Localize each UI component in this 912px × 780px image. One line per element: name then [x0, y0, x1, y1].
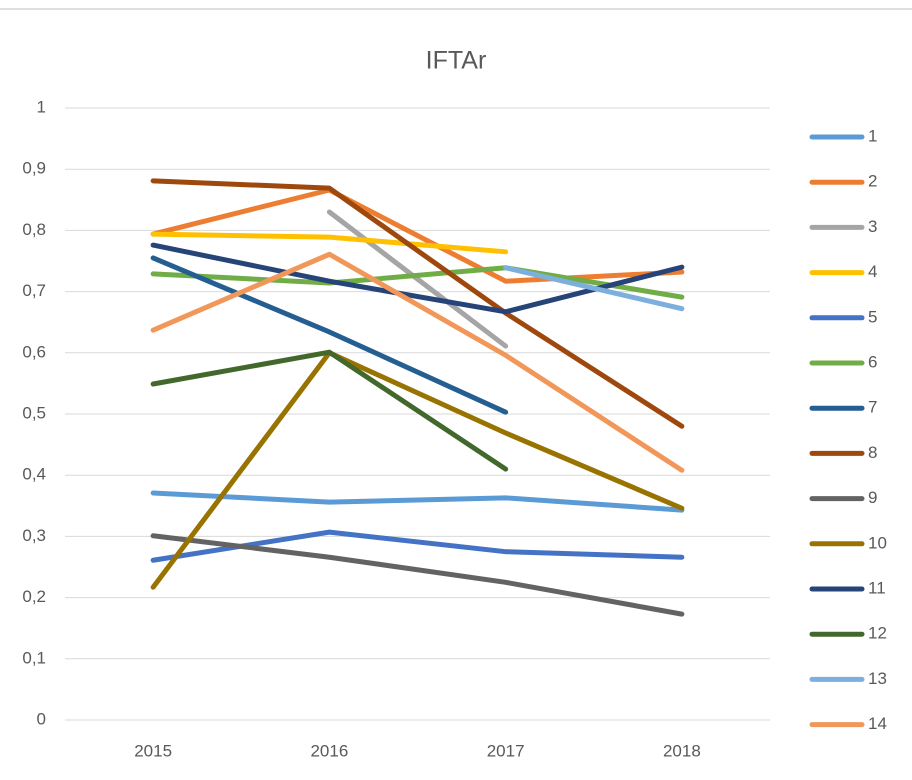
- y-tick-label: 0,6: [22, 342, 46, 361]
- series-line: [150, 265, 685, 300]
- series-line: [326, 209, 509, 349]
- series-line: [150, 490, 685, 513]
- legend-label: 3: [868, 217, 877, 236]
- legend-label: 2: [868, 172, 877, 191]
- legend-label: 9: [868, 488, 877, 507]
- y-tick-label: 0: [37, 709, 46, 728]
- series-line: [150, 533, 685, 617]
- y-tick-label: 0,5: [22, 403, 46, 422]
- y-tick-label: 0,8: [22, 220, 46, 239]
- legend-label: 7: [868, 398, 877, 417]
- x-tick-label: 2018: [663, 741, 701, 760]
- series-line: [150, 178, 685, 429]
- y-tick-label: 0,9: [22, 159, 46, 178]
- legend-label: 13: [868, 669, 887, 688]
- y-tick-label: 0,4: [22, 465, 46, 484]
- legend-label: 5: [868, 307, 877, 326]
- chart-title: IFTAr: [426, 47, 487, 75]
- legend-label: 10: [868, 533, 887, 552]
- legend-label: 6: [868, 352, 877, 371]
- series-line: [150, 187, 685, 284]
- y-tick-label: 0,7: [22, 281, 46, 300]
- series-line: [150, 231, 509, 255]
- y-tick-label: 0,3: [22, 526, 46, 545]
- x-tick-label: 2017: [487, 741, 525, 760]
- y-tick-label: 0,1: [22, 648, 46, 667]
- legend-label: 1: [868, 126, 877, 145]
- legend-label: 12: [868, 624, 887, 643]
- y-tick-label: 0,2: [22, 587, 46, 606]
- legend-label: 14: [868, 714, 887, 733]
- legend-label: 11: [868, 578, 886, 597]
- series-line: [150, 350, 685, 590]
- legend-label: 4: [868, 262, 877, 281]
- series-line: [150, 349, 509, 472]
- series-line: [503, 265, 685, 312]
- y-tick-label: 1: [37, 97, 46, 116]
- legend-label: 8: [868, 443, 877, 462]
- x-tick-label: 2016: [310, 741, 348, 760]
- x-tick-label: 2015: [134, 741, 172, 760]
- series-line: [150, 255, 509, 415]
- series-line: [150, 251, 685, 473]
